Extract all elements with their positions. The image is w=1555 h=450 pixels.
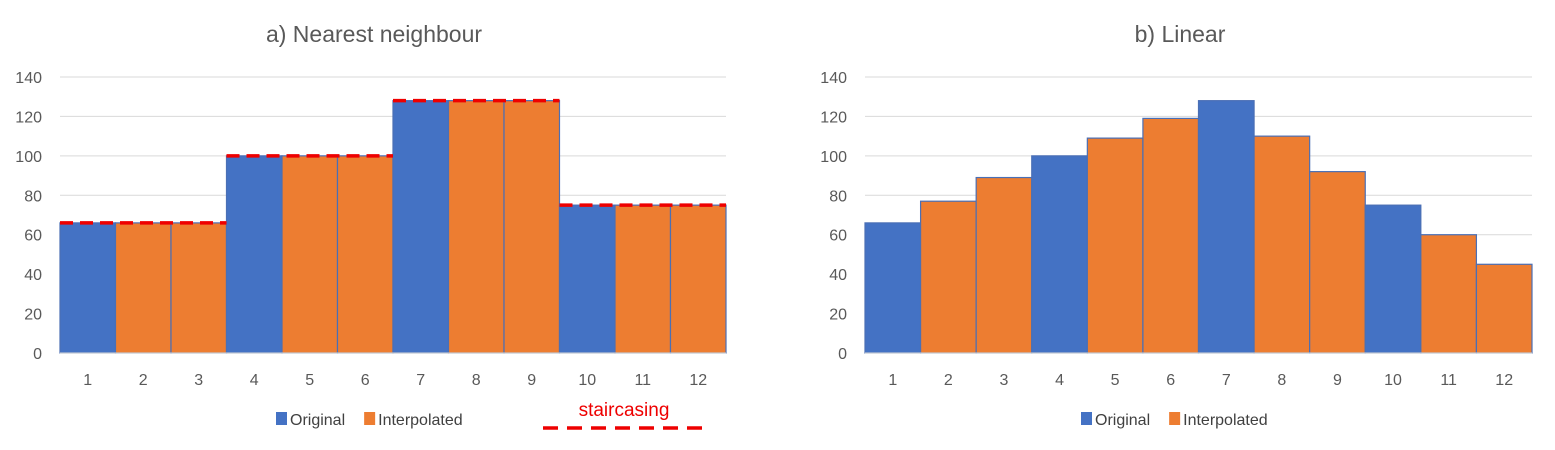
bar-interpolated xyxy=(919,200,977,354)
x-tick-label: 4 xyxy=(1055,372,1064,389)
x-tick-label: 6 xyxy=(1166,372,1175,389)
bar-original xyxy=(1364,204,1422,354)
x-tick-label: 7 xyxy=(416,372,425,389)
y-tick-label: 40 xyxy=(829,267,847,284)
bar-interpolated xyxy=(1086,137,1144,354)
y-tick-label: 120 xyxy=(15,109,42,126)
legend-swatch-interpolated xyxy=(364,412,376,425)
bar-original xyxy=(558,204,616,354)
bar-interpolated xyxy=(447,100,505,354)
x-tick-label: 12 xyxy=(1495,372,1513,389)
y-tick-label: 140 xyxy=(820,70,847,87)
chart-title: b) Linear xyxy=(1135,21,1226,47)
bar-original xyxy=(59,222,117,354)
x-tick-label: 5 xyxy=(305,372,314,389)
y-tick-label: 20 xyxy=(829,307,847,324)
bar-original xyxy=(225,155,283,354)
x-tick-label: 11 xyxy=(1440,372,1457,389)
x-tick-label: 3 xyxy=(1000,372,1009,389)
bar-interpolated xyxy=(114,222,172,354)
bar-interpolated xyxy=(1475,263,1533,354)
bar-interpolated xyxy=(503,100,561,354)
y-tick-label: 0 xyxy=(838,346,847,363)
y-tick-label: 40 xyxy=(24,267,42,284)
y-tick-label: 0 xyxy=(33,346,42,363)
y-tick-label: 60 xyxy=(829,228,847,245)
bar-interpolated xyxy=(1420,234,1478,354)
x-tick-label: 6 xyxy=(361,372,370,389)
bar-interpolated xyxy=(281,155,339,354)
x-tick-label: 1 xyxy=(83,372,92,389)
staircasing-label: staircasing xyxy=(579,400,670,421)
bar-interpolated xyxy=(669,204,727,354)
x-tick-label: 11 xyxy=(634,372,651,389)
y-tick-label: 140 xyxy=(15,70,42,87)
y-tick-label: 60 xyxy=(24,228,42,245)
bar-interpolated xyxy=(1253,135,1311,354)
x-tick-label: 10 xyxy=(578,372,596,389)
x-tick-label: 4 xyxy=(250,372,259,389)
y-tick-label: 100 xyxy=(15,149,42,166)
x-tick-label: 5 xyxy=(1111,372,1120,389)
bar-original xyxy=(864,222,922,354)
legend-swatch-original xyxy=(276,412,287,425)
x-tick-label: 3 xyxy=(194,372,203,389)
bar-interpolated xyxy=(170,222,228,354)
bar-original xyxy=(1197,100,1255,354)
legend-label-interpolated: Interpolated xyxy=(378,412,463,429)
y-tick-label: 80 xyxy=(24,188,42,205)
x-tick-label: 1 xyxy=(888,372,897,389)
x-tick-label: 2 xyxy=(944,372,953,389)
x-tick-label: 10 xyxy=(1384,372,1402,389)
y-tick-label: 100 xyxy=(820,149,847,166)
bar-original xyxy=(392,100,450,354)
bar-interpolated xyxy=(336,155,394,354)
x-tick-label: 9 xyxy=(1333,372,1342,389)
x-tick-label: 8 xyxy=(1277,372,1286,389)
legend-label-original: Original xyxy=(290,412,345,429)
legend-swatch-interpolated xyxy=(1169,412,1181,425)
bar-original xyxy=(1031,155,1088,354)
chart-title: a) Nearest neighbour xyxy=(266,21,482,47)
y-tick-label: 80 xyxy=(829,188,847,205)
x-tick-label: 9 xyxy=(527,372,536,389)
bar-interpolated xyxy=(1142,117,1200,354)
y-tick-label: 120 xyxy=(820,109,847,126)
y-tick-label: 20 xyxy=(24,307,42,324)
x-tick-label: 7 xyxy=(1222,372,1231,389)
bar-interpolated xyxy=(1309,171,1366,354)
x-tick-label: 8 xyxy=(472,372,481,389)
legend-label-original: Original xyxy=(1095,412,1150,429)
x-tick-label: 2 xyxy=(139,372,148,389)
legend-swatch-original xyxy=(1081,412,1092,425)
legend-label-interpolated: Interpolated xyxy=(1183,412,1268,429)
x-tick-label: 12 xyxy=(689,372,707,389)
bar-interpolated xyxy=(614,204,672,354)
bar-interpolated xyxy=(975,176,1033,354)
